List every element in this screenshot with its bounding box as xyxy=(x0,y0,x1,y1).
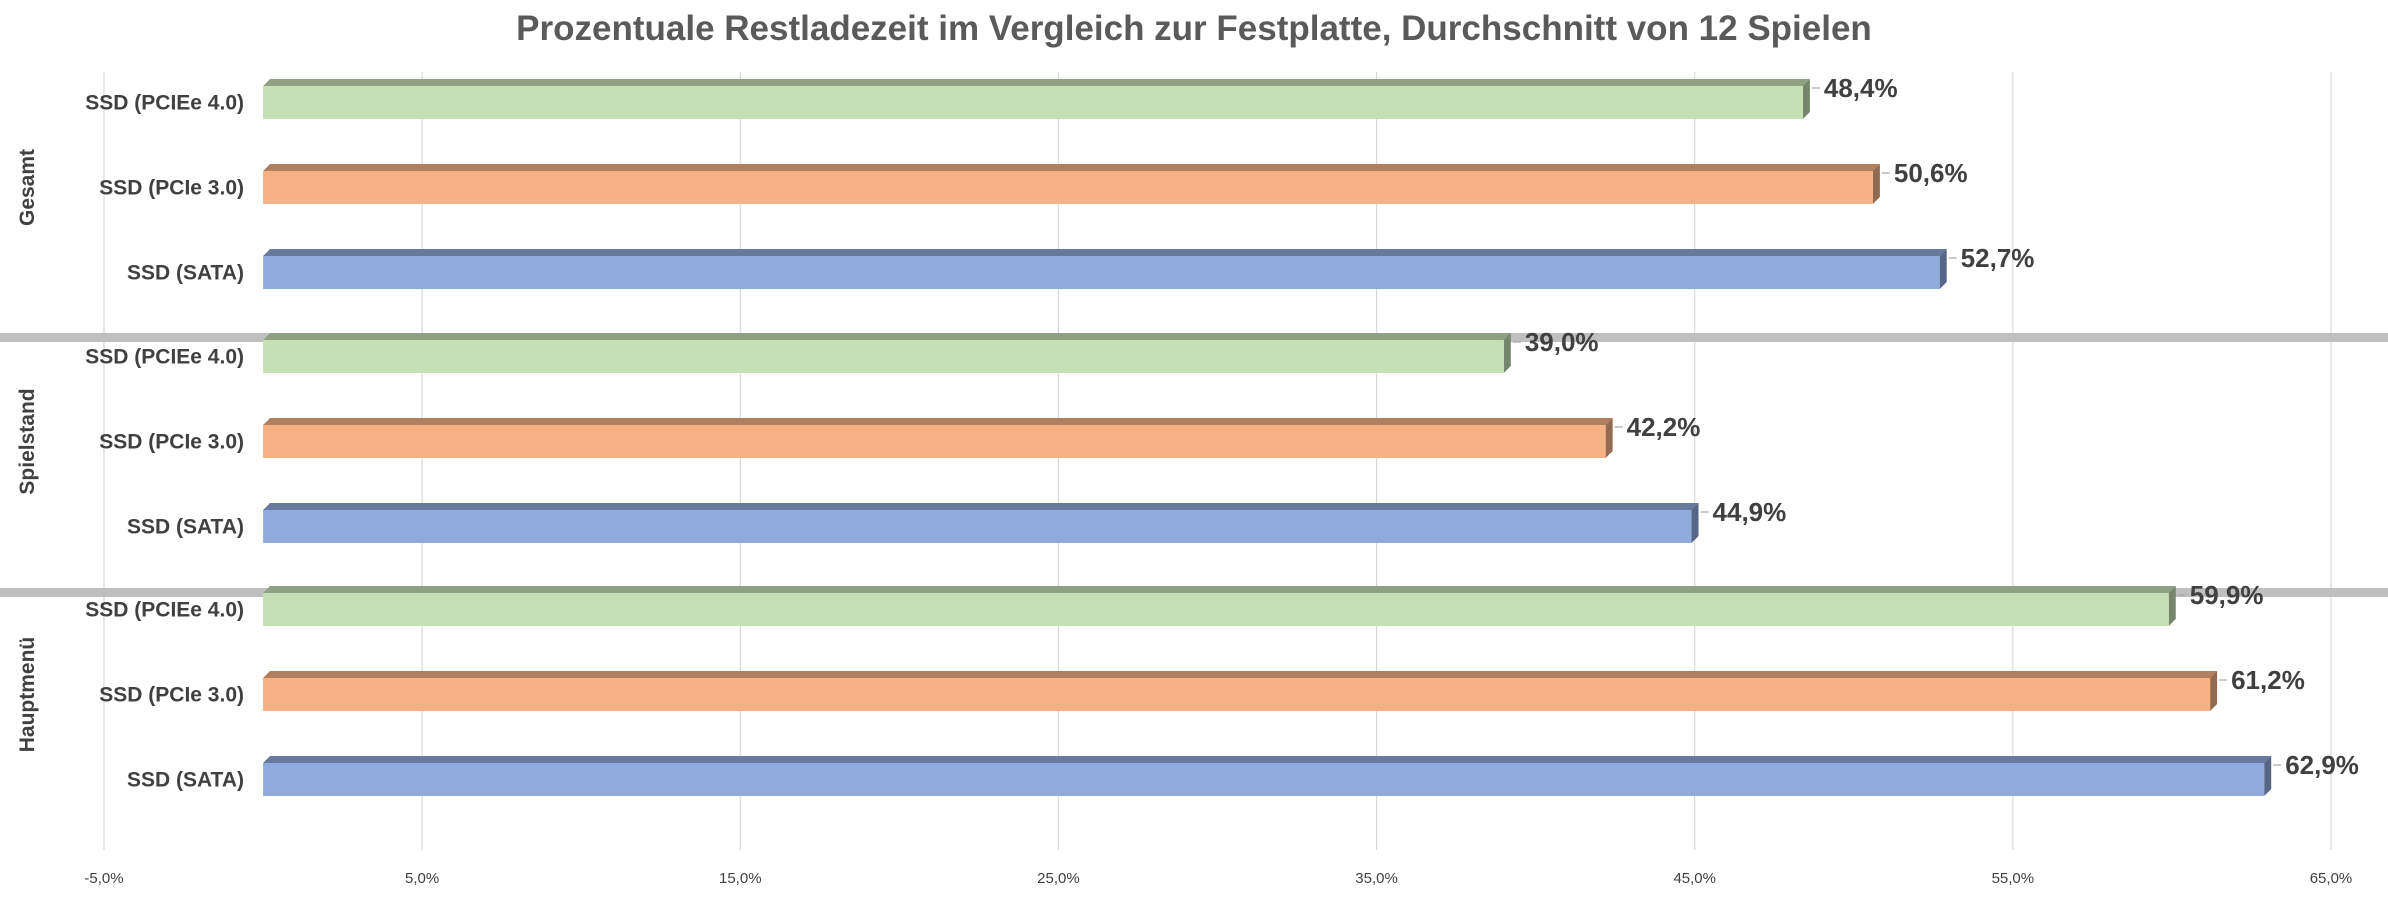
data-label: 48,4% xyxy=(1824,73,1898,103)
data-label: 42,2% xyxy=(1627,412,1701,442)
category-label: SSD (PCIEe 4.0) xyxy=(85,599,244,622)
bar-side-face xyxy=(1691,503,1699,543)
bar-side-face xyxy=(2264,756,2272,796)
bar-side-face xyxy=(1503,333,1511,373)
x-tick-label: 65,0% xyxy=(2310,870,2353,887)
x-tick-label: 5,0% xyxy=(405,870,439,887)
bar-side-face xyxy=(1939,249,1947,289)
category-label: SSD (PCIe 3.0) xyxy=(99,177,244,200)
bar-side-face xyxy=(1872,164,1880,204)
group-label: Hauptmenü xyxy=(16,637,39,753)
bar-top-face xyxy=(263,164,1880,171)
data-label: 59,9% xyxy=(2190,580,2264,610)
bar xyxy=(263,86,1803,119)
bar-top-face xyxy=(263,586,2176,593)
x-tick-label: 25,0% xyxy=(1037,870,1080,887)
bar-top-face xyxy=(263,756,2272,763)
data-label: 44,9% xyxy=(1713,497,1787,527)
chart-title: Prozentuale Restladezeit im Vergleich zu… xyxy=(516,9,1872,48)
bar-top-face xyxy=(263,333,1511,340)
bar-side-face xyxy=(2210,671,2218,711)
x-tick-label: 55,0% xyxy=(1992,870,2035,887)
category-label: SSD (SATA) xyxy=(127,262,244,285)
x-tick-label: 35,0% xyxy=(1355,870,1398,887)
x-tick-label: 15,0% xyxy=(719,870,762,887)
x-tick-label: -5,0% xyxy=(84,870,123,887)
bar xyxy=(263,763,2265,796)
bar xyxy=(263,256,1940,289)
data-label: 52,7% xyxy=(1961,243,2035,273)
bars xyxy=(263,79,2272,796)
bar-side-face xyxy=(1802,79,1810,119)
category-label: SSD (PCIe 3.0) xyxy=(99,684,244,707)
bar-side-face xyxy=(2168,586,2176,626)
category-label: SSD (PCIEe 4.0) xyxy=(85,346,244,369)
bar-side-face xyxy=(1605,418,1613,458)
bar-top-face xyxy=(263,671,2218,678)
bar-top-face xyxy=(263,503,1699,510)
bar xyxy=(263,593,2169,626)
bar-top-face xyxy=(263,418,1613,425)
bar xyxy=(263,171,1873,204)
category-label: SSD (PCIEe 4.0) xyxy=(85,92,244,115)
bar-top-face xyxy=(263,249,1947,256)
data-label: 62,9% xyxy=(2285,750,2359,780)
bar xyxy=(263,678,2211,711)
data-label: 50,6% xyxy=(1894,158,1968,188)
bar xyxy=(263,340,1504,373)
data-label: 39,0% xyxy=(1525,327,1599,357)
bar xyxy=(263,510,1692,543)
group-label: Gesamt xyxy=(16,149,39,226)
group-label: Spielstand xyxy=(16,388,39,494)
bar-top-face xyxy=(263,79,1810,86)
bar xyxy=(263,425,1606,458)
category-label: SSD (PCIe 3.0) xyxy=(99,431,244,454)
data-label: 61,2% xyxy=(2231,665,2305,695)
category-label: SSD (SATA) xyxy=(127,516,244,539)
x-tick-label: 45,0% xyxy=(1673,870,1716,887)
labels: -5,0% 5,0% 15,0% 25,0% 35,0% 45,0% 55,0% 65,0% G… xyxy=(16,73,2359,887)
category-label: SSD (SATA) xyxy=(127,769,244,792)
